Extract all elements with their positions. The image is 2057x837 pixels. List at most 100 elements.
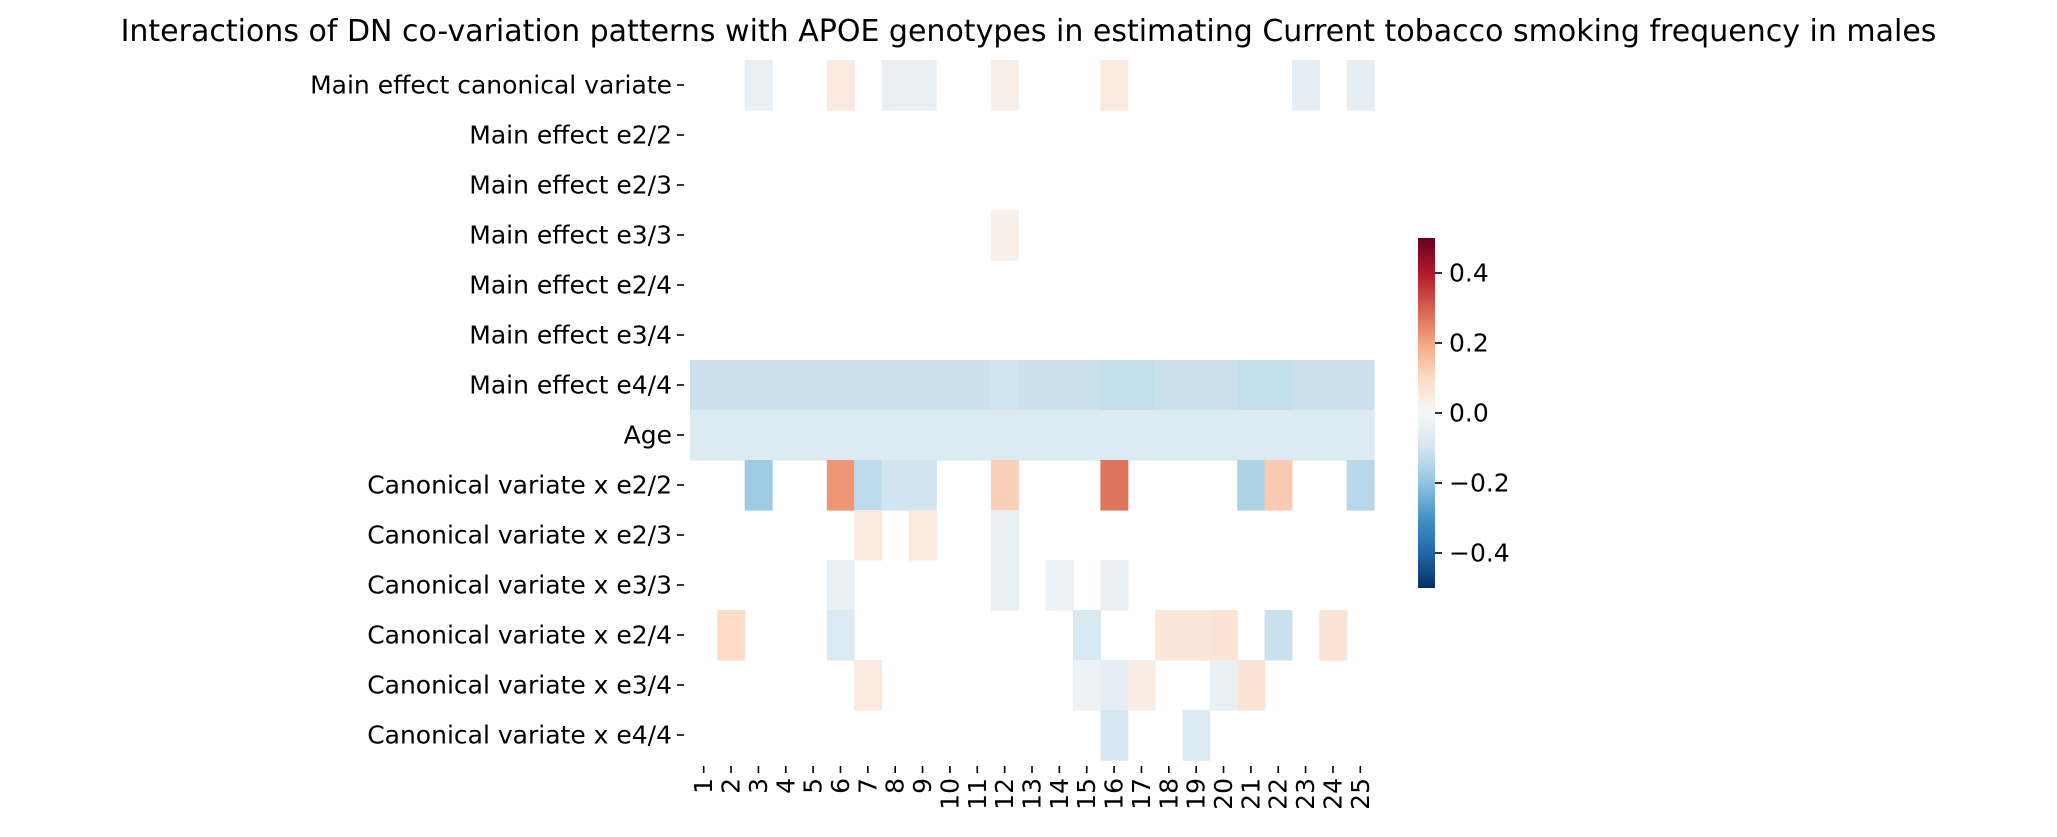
heatmap-cell-r9-c3 xyxy=(744,460,773,511)
x-tick-label: 9 xyxy=(908,778,937,794)
y-tick-label: Main effect e4/4 xyxy=(469,371,672,400)
heatmap-cell-r9-c6 xyxy=(826,460,855,511)
x-tick-label: 1 xyxy=(689,778,718,794)
heatmap-cell-r7-c6 xyxy=(826,360,855,411)
y-axis: Main effect canonical variate Main effect… xyxy=(310,71,684,750)
x-tick-label: 6 xyxy=(826,778,855,794)
colorbar-gradient xyxy=(1418,238,1435,588)
x-tick-label: 10 xyxy=(935,778,964,810)
x-tick-label: 18 xyxy=(1154,778,1183,810)
x-tick-label: 15 xyxy=(1072,778,1101,810)
heatmap-cell-r7-c12 xyxy=(990,360,1019,411)
heatmap-cell-r8-c2 xyxy=(717,410,746,461)
heatmap-cell-r9-c9 xyxy=(908,460,937,511)
heatmap-cell-r1-c9 xyxy=(908,60,937,111)
heatmap-cell-r13-c15 xyxy=(1073,660,1101,711)
heatmap-cell-r11-c14 xyxy=(1045,560,1074,611)
heatmap-cell-r9-c21 xyxy=(1237,460,1266,511)
x-tick-label: 11 xyxy=(963,778,992,810)
heatmap-cell-r7-c16 xyxy=(1100,360,1129,411)
heatmap-cell-r7-c19 xyxy=(1182,360,1211,411)
heatmap-cell-r7-c11 xyxy=(963,360,992,411)
heatmap-cell-r8-c10 xyxy=(936,410,965,461)
y-tick-label: Canonical variate x e3/4 xyxy=(367,671,672,700)
heatmap-cell-r8-c14 xyxy=(1045,410,1074,461)
x-tick-label: 16 xyxy=(1100,778,1129,810)
heatmap-cell-r1-c23 xyxy=(1291,60,1320,111)
heatmap-cell-r7-c3 xyxy=(744,360,773,411)
heatmap-cell-r7-c21 xyxy=(1237,360,1266,411)
heatmap-cells xyxy=(690,60,1375,761)
heatmap-cell-r12-c18 xyxy=(1155,610,1184,661)
heatmap-cell-r8-c16 xyxy=(1100,410,1129,461)
heatmap-cell-r7-c18 xyxy=(1155,360,1184,411)
heatmap-cell-r7-c22 xyxy=(1264,360,1293,411)
heatmap-cell-r13-c17 xyxy=(1127,660,1156,711)
heatmap-cell-r12-c24 xyxy=(1319,610,1348,661)
x-tick-label: 12 xyxy=(990,778,1019,810)
heatmap-cell-r7-c25 xyxy=(1346,360,1375,411)
heatmap-cell-r7-c15 xyxy=(1073,360,1101,411)
y-tick-label: Main effect e2/2 xyxy=(469,121,672,150)
heatmap-cell-r12-c2 xyxy=(717,610,746,661)
heatmap-cell-r1-c16 xyxy=(1100,60,1129,111)
heatmap-cell-r8-c4 xyxy=(772,410,801,461)
x-axis: 1234567891011121314151617181920212223242… xyxy=(689,766,1375,810)
heatmap-cell-r13-c21 xyxy=(1237,660,1266,711)
colorbar-tick-label: −0.4 xyxy=(1449,539,1510,568)
y-tick-label: Canonical variate x e2/2 xyxy=(367,471,672,500)
y-tick-label: Main effect e2/4 xyxy=(469,271,672,300)
heatmap-cell-r8-c3 xyxy=(744,410,773,461)
heatmap-cell-r13-c7 xyxy=(854,660,883,711)
x-tick-label: 21 xyxy=(1236,778,1265,810)
colorbar-tick-label: 0.0 xyxy=(1449,399,1489,428)
heatmap-cell-r8-c17 xyxy=(1127,410,1156,461)
x-tick-label: 25 xyxy=(1346,778,1375,810)
heatmap-cell-r8-c11 xyxy=(963,410,992,461)
heatmap-cell-r11-c16 xyxy=(1100,560,1129,611)
x-tick-label: 17 xyxy=(1127,778,1156,810)
x-tick-label: 13 xyxy=(1018,778,1047,810)
heatmap-cell-r8-c13 xyxy=(1018,410,1047,461)
heatmap-cell-r1-c8 xyxy=(881,60,910,111)
heatmap-cell-r8-c19 xyxy=(1182,410,1211,461)
x-tick-label: 4 xyxy=(771,778,800,794)
y-tick-label: Main effect e3/4 xyxy=(469,321,672,350)
heatmap-cell-r14-c16 xyxy=(1100,710,1129,761)
heatmap-cell-r7-c8 xyxy=(881,360,910,411)
heatmap-cell-r7-c4 xyxy=(772,360,801,411)
heatmap-cell-r12-c22 xyxy=(1264,610,1293,661)
heatmap-cell-r9-c7 xyxy=(854,460,883,511)
heatmap-cell-r10-c12 xyxy=(990,510,1019,561)
heatmap-cell-r13-c16 xyxy=(1100,660,1129,711)
heatmap-cell-r8-c20 xyxy=(1209,410,1238,461)
heatmap-cell-r9-c25 xyxy=(1346,460,1375,511)
heatmap-cell-r7-c2 xyxy=(717,360,746,411)
colorbar-tick-label: 0.2 xyxy=(1449,329,1489,358)
heatmap-cell-r11-c12 xyxy=(990,560,1019,611)
heatmap-cell-r7-c1 xyxy=(690,360,718,411)
heatmap-cell-r10-c9 xyxy=(908,510,937,561)
x-tick-label: 7 xyxy=(853,778,882,794)
y-tick-label: Canonical variate x e4/4 xyxy=(367,721,672,750)
x-tick-label: 2 xyxy=(717,778,746,794)
heatmap-cell-r12-c19 xyxy=(1182,610,1211,661)
heatmap-cell-r1-c12 xyxy=(990,60,1019,111)
heatmap-cell-r1-c3 xyxy=(744,60,773,111)
heatmap-cell-r7-c9 xyxy=(908,360,937,411)
heatmap-cell-r7-c7 xyxy=(854,360,883,411)
heatmap-cell-r7-c23 xyxy=(1291,360,1320,411)
heatmap-cell-r8-c15 xyxy=(1073,410,1101,461)
x-tick-label: 24 xyxy=(1318,778,1347,810)
heatmap-cell-r8-c9 xyxy=(908,410,937,461)
y-tick-label: Main effect canonical variate xyxy=(310,71,672,100)
heatmap-cell-r8-c6 xyxy=(826,410,855,461)
colorbar-tick-label: −0.2 xyxy=(1449,469,1510,498)
heatmap-cell-r1-c25 xyxy=(1346,60,1375,111)
heatmap-cell-r12-c6 xyxy=(826,610,855,661)
heatmap-cell-r8-c7 xyxy=(854,410,883,461)
heatmap-cell-r14-c19 xyxy=(1182,710,1211,761)
y-tick-label: Canonical variate x e3/3 xyxy=(367,571,672,600)
y-tick-label: Age xyxy=(624,421,672,450)
x-tick-label: 20 xyxy=(1209,778,1238,810)
